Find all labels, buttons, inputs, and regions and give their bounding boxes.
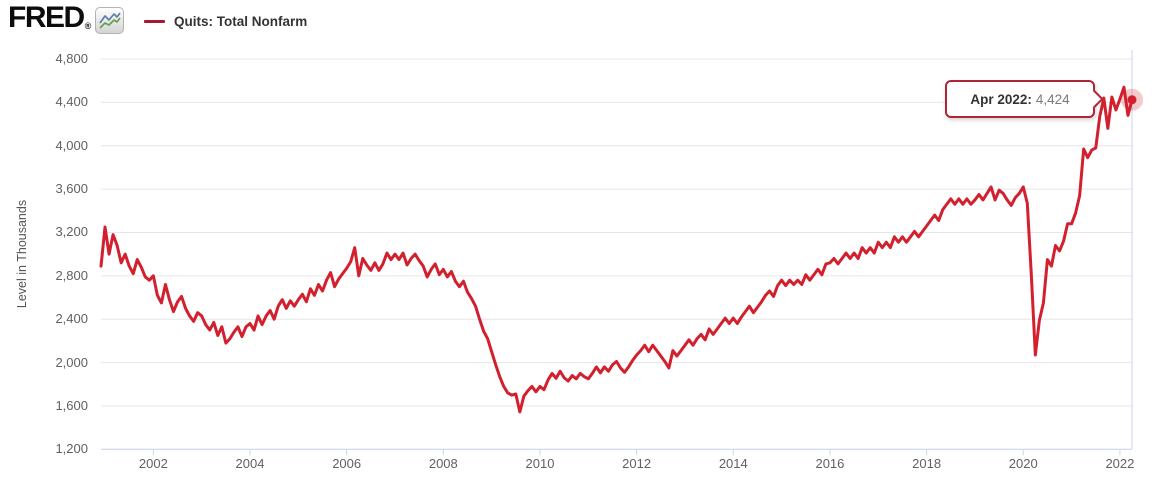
x-axis-tick-label: 2016	[815, 456, 845, 471]
y-axis-tick-label: 2,800	[55, 267, 88, 283]
legend-line-swatch	[144, 19, 165, 23]
series-line-quits[interactable]	[99, 85, 1134, 414]
y-axis-tick-label: 1,600	[55, 397, 88, 413]
x-axis-tick-label: 2022	[1105, 456, 1135, 471]
y-axis-tick-label: 2,000	[55, 354, 88, 370]
legend-series-label: Quits: Total Nonfarm	[174, 13, 308, 29]
x-axis-tick-label: 2002	[138, 456, 168, 471]
x-axis-tick-label: 2012	[622, 456, 652, 471]
y-axis-tick-label: 1,200	[55, 441, 88, 457]
x-axis-tick-label: 2006	[332, 456, 362, 471]
x-axis-tick-label: 2018	[912, 456, 942, 471]
y-axis-tick-label: 4,400	[55, 94, 88, 110]
y-axis-tick-label: 3,600	[55, 181, 88, 197]
x-axis-tick-label: 2014	[718, 456, 748, 471]
y-axis-tick-label: 4,800	[55, 51, 88, 66]
y-axis-tick-label: 2,400	[55, 311, 88, 327]
registered-mark: ®	[84, 21, 92, 31]
y-axis-tick-label: 3,200	[55, 224, 88, 240]
legend: Quits: Total Nonfarm	[144, 12, 307, 30]
x-axis-tick-label: 2010	[525, 456, 555, 471]
x-axis-tick-label: 2004	[235, 456, 265, 471]
x-axis-tick-label: 2008	[428, 456, 458, 471]
x-axis-tick-label: 2020	[1008, 456, 1038, 471]
fred-logo[interactable]: FRED ®	[8, 1, 125, 34]
last-point-marker	[1127, 95, 1137, 105]
fred-logo-text: FRED	[8, 1, 85, 34]
tooltip-value: 4,424	[1035, 91, 1070, 107]
tooltip: Apr 2022: 4,424	[945, 80, 1104, 118]
fred-sparkline-icon	[95, 7, 125, 34]
y-axis-tick-label: 4,000	[55, 137, 88, 153]
tooltip-date: Apr 2022:	[970, 91, 1032, 107]
